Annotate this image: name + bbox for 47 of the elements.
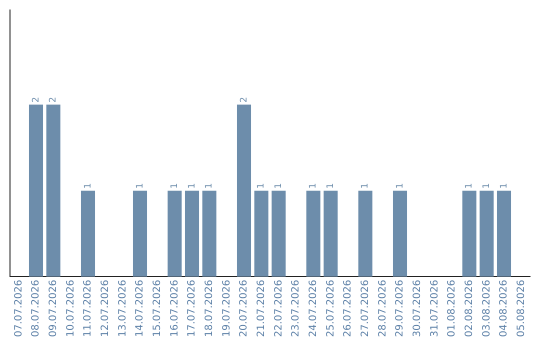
data-label: 1 [256,182,267,189]
data-label: 1 [187,182,198,189]
x-tick-label: 30.07.2026 [412,280,423,338]
data-label: 1 [482,182,492,189]
x-tick-label: 02.08.2026 [464,280,475,338]
x-tick-label: 22.07.2026 [273,280,284,338]
x-tick-label: 04.08.2026 [498,280,510,338]
x-tick-label: 31.07.2026 [429,280,440,338]
x-tick-label: 07.07.2026 [13,280,24,338]
data-label: 1 [308,182,319,189]
x-tick-label: 24.07.2026 [308,280,319,338]
data-label: 1 [204,182,215,189]
x-tick-label: 19.07.2026 [221,280,232,338]
data-label: 2 [48,96,59,103]
x-tick-label: 29.07.2026 [394,280,406,338]
data-label: 1 [464,182,475,189]
x-tick-label: 16.07.2026 [169,280,180,338]
data-label: 1 [395,182,406,189]
x-tick-label: 12.07.2026 [100,280,111,338]
x-tick-label: 03.08.2026 [481,280,492,338]
x-tick-label: 01.08.2026 [446,280,458,338]
data-label: 1 [135,182,146,189]
data-label: 1 [274,182,284,189]
x-tick-label: 18.07.2026 [204,280,215,338]
data-label: 2 [31,96,42,103]
x-tick-label: 09.07.2026 [48,280,59,338]
x-tick-label: 10.07.2026 [65,280,76,338]
x-tick-label: 27.07.2026 [360,280,371,338]
x-tick-label: 08.07.2026 [30,280,42,338]
x-tick-label: 21.07.2026 [256,280,267,338]
data-label: 1 [499,182,510,189]
x-tick-label: 20.07.2026 [238,280,250,338]
data-label: 1 [326,182,336,189]
x-tick-label: 25.07.2026 [325,280,336,338]
x-tick-label: 05.08.2026 [516,280,527,338]
x-tick-label: 14.07.2026 [134,280,146,338]
x-tick-label: 11.07.2026 [82,280,94,338]
data-label: 1 [360,182,371,189]
data-label: 1 [170,182,180,189]
x-tick-label: 13.07.2026 [117,280,128,338]
data-label: 1 [83,182,94,189]
x-tick-label: 17.07.2026 [186,280,198,338]
x-tick-label: 28.07.2026 [377,280,388,338]
x-tick-label: 26.07.2026 [342,280,354,338]
x-tick-label: 23.07.2026 [290,280,302,338]
data-label: 2 [239,96,250,103]
x-tick-label: 15.07.2026 [152,280,163,338]
